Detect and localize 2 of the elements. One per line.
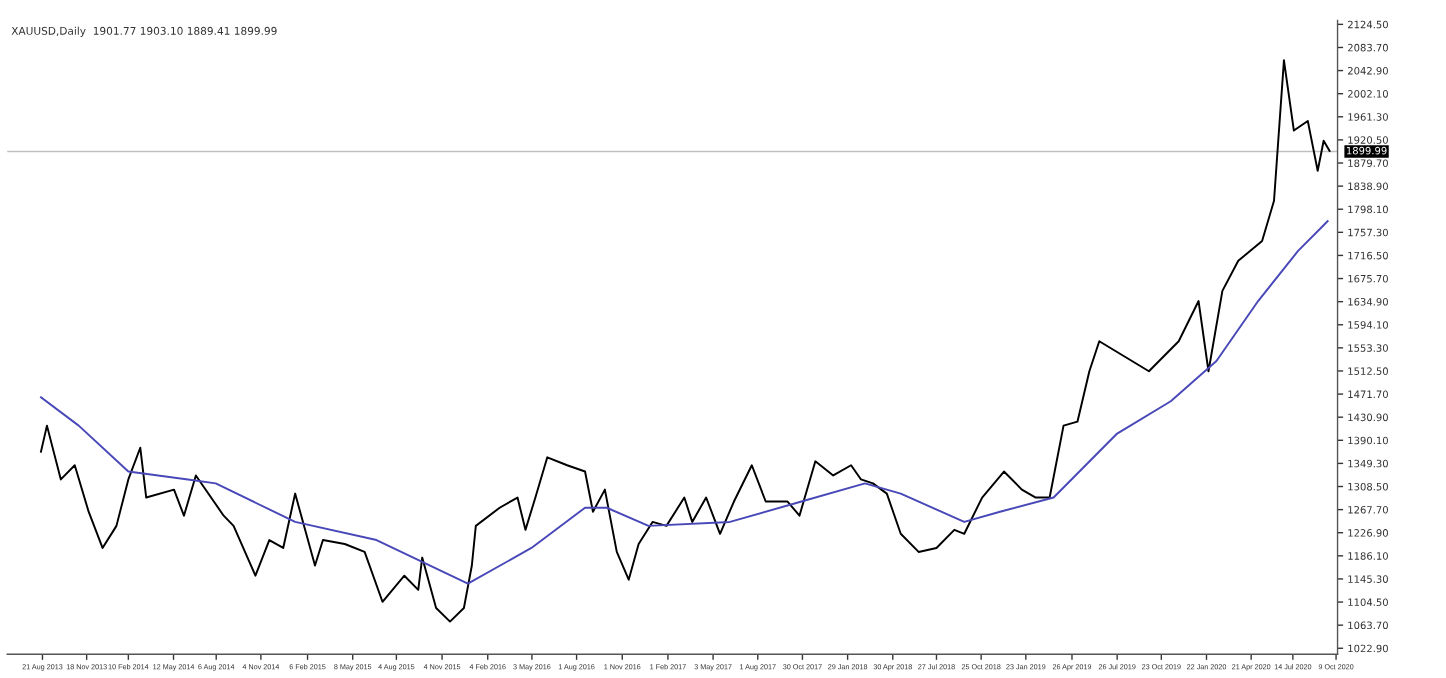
line-series	[40, 59, 1331, 623]
line-series	[40, 220, 1329, 585]
